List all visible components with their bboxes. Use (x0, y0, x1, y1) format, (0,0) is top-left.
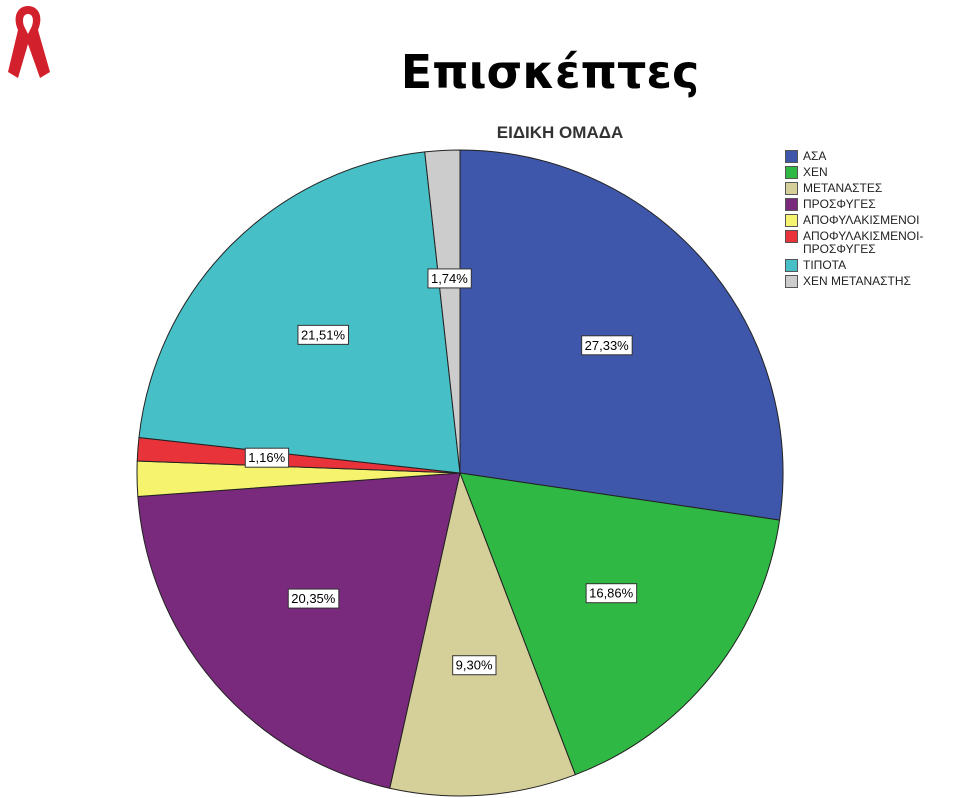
chart-title: Επισκέπτες (401, 45, 699, 99)
value-label: 20,35% (291, 591, 336, 606)
legend-label: ΑΣΑ (803, 149, 827, 163)
value-label-box (297, 324, 349, 345)
legend-label: ΜΕΤΑΝΑΣΤΕΣ (803, 181, 883, 195)
value-label-box (452, 655, 497, 676)
legend-swatch (785, 166, 798, 179)
legend-item: ΜΕΤΑΝΑΣΤΕΣ (785, 182, 950, 195)
value-label: 9,30% (456, 658, 493, 673)
legend-swatch (785, 214, 798, 227)
chart-subtitle: ΕΙΔΙΚΗ ΟΜΑΔΑ (497, 123, 623, 142)
legend-item: ΑΣΑ (785, 150, 950, 163)
legend-item: ΤΙΠΟΤΑ (785, 259, 950, 272)
legend-label: ΧΕΝ (803, 165, 828, 179)
legend-swatch (785, 198, 798, 211)
legend-label: ΤΙΠΟΤΑ (803, 258, 847, 272)
value-label-box (581, 335, 633, 356)
value-label-box (287, 588, 340, 609)
pie: 27,33% 16,86% 9,30% 20,35% 1,16% 21,51% 1,74% (136, 149, 784, 797)
value-label-box (427, 268, 472, 289)
pie-slice (459, 472, 781, 776)
value-label: 16,86% (589, 586, 634, 601)
pie-slice (459, 149, 784, 521)
legend-swatch (785, 182, 798, 195)
legend-item: ΧΕΝ (785, 166, 950, 179)
value-label: 21,51% (301, 327, 346, 342)
value-label: 1,16% (248, 450, 285, 465)
pie-slice (389, 471, 576, 797)
legend-item: ΑΠΟΦΥΛΑΚΙΣΜΕΝΟΙ-ΠΡΟΣΦΥΓΕΣ (785, 230, 950, 256)
value-label: 27,33% (585, 338, 630, 353)
value-label-box (585, 583, 638, 604)
legend-label: ΠΡΟΣΦΥΓΕΣ (803, 197, 876, 211)
legend-swatch (785, 275, 798, 288)
value-label: 1,74% (431, 271, 468, 286)
legend-swatch (785, 259, 798, 272)
pie-slice (138, 151, 461, 474)
legend-item: ΠΡΟΣΦΥΓΕΣ (785, 198, 950, 211)
ribbon-icon (8, 6, 50, 78)
legend-label: ΑΠΟΦΥΛΑΚΙΣΜΕΝΟΙ (803, 213, 920, 227)
pie-slice (137, 472, 461, 789)
value-label-box (244, 447, 290, 468)
legend: ΑΣΑ ΧΕΝ ΜΕΤΑΝΑΣΤΕΣ ΠΡΟΣΦΥΓΕΣ ΑΠΟΦΥΛΑΚΙΣΜΕΝΟΙ… (785, 150, 950, 291)
pie-slice (424, 149, 461, 474)
legend-swatch (785, 230, 798, 243)
legend-item: ΑΠΟΦΥΛΑΚΙΣΜΕΝΟΙ (785, 214, 950, 227)
legend-label: ΑΠΟΦΥΛΑΚΙΣΜΕΝΟΙ-ΠΡΟΣΦΥΓΕΣ (803, 229, 924, 256)
legend-swatch (785, 150, 798, 163)
legend-label: ΧΕΝ ΜΕΤΑΝΑΣΤΗΣ (803, 274, 911, 288)
legend-item: ΧΕΝ ΜΕΤΑΝΑΣΤΗΣ (785, 275, 950, 288)
